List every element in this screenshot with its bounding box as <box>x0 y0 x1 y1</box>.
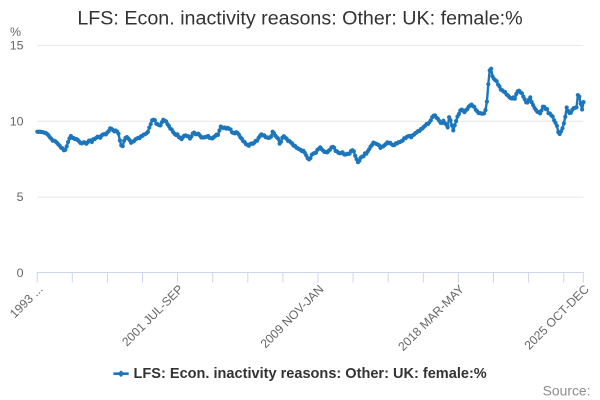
svg-text:LFS: Econ. inactivity reasons:: LFS: Econ. inactivity reasons: Other: UK… <box>77 8 522 30</box>
svg-text:15: 15 <box>10 38 24 52</box>
svg-text:10: 10 <box>10 114 24 128</box>
svg-text:0: 0 <box>17 266 24 280</box>
svg-text:LFS: Econ. inactivity reasons:: LFS: Econ. inactivity reasons: Other: UK… <box>134 366 487 382</box>
svg-text:5: 5 <box>17 190 24 204</box>
svg-text:%: % <box>10 25 21 39</box>
svg-text:Source:: Source: <box>543 382 591 398</box>
